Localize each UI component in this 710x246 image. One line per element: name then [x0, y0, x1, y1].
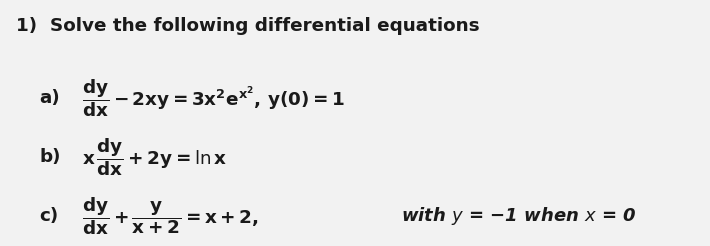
Text: with $\mathit{y}$ = −1 when $\mathit{x}$ = 0: with $\mathit{y}$ = −1 when $\mathit{x}$… — [401, 205, 637, 228]
Text: $\mathbf{\dfrac{dy}{dx} + \dfrac{y}{x+2} = x + 2,}$: $\mathbf{\dfrac{dy}{dx} + \dfrac{y}{x+2}… — [82, 196, 258, 237]
Text: $\mathbf{\dfrac{dy}{dx} - 2xy = 3x^2e^{x^2}, \, y(0) = 1}$: $\mathbf{\dfrac{dy}{dx} - 2xy = 3x^2e^{x… — [82, 77, 344, 119]
Text: a): a) — [39, 89, 60, 108]
Text: b): b) — [39, 148, 60, 167]
Text: 1)  Solve the following differential equations: 1) Solve the following differential equa… — [16, 17, 479, 35]
Text: $\mathbf{x\,\dfrac{dy}{dx} + 2y = \ln x}$: $\mathbf{x\,\dfrac{dy}{dx} + 2y = \ln x}… — [82, 137, 227, 178]
Text: c): c) — [39, 207, 58, 226]
